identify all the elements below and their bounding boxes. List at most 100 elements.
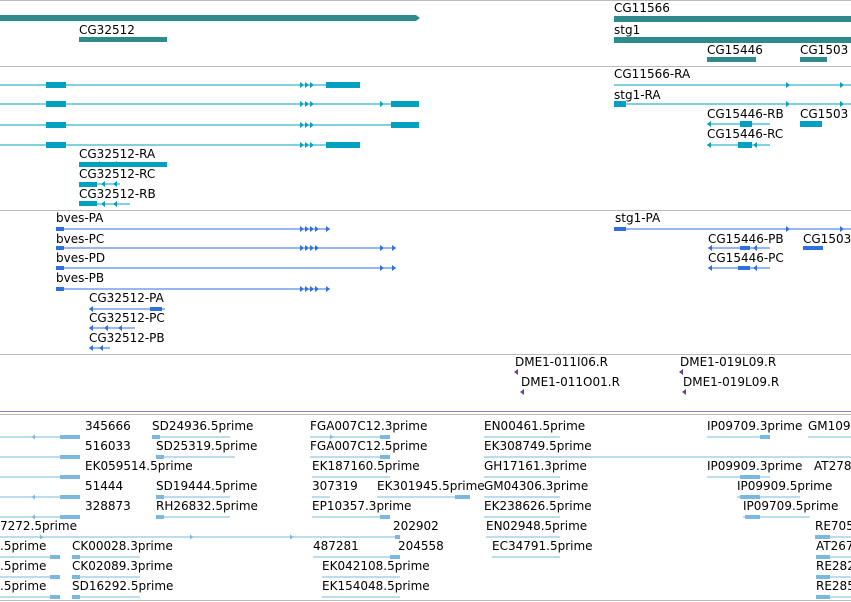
protein-label[interactable]: bves-PA xyxy=(56,211,104,225)
strand-arrow[interactable] xyxy=(753,245,757,251)
est-label[interactable]: EK059514.5prime xyxy=(85,459,193,473)
transcript-label[interactable]: CG15446-RC xyxy=(707,127,784,141)
est-label[interactable]: 7272.5prime xyxy=(0,519,77,533)
strand-arrow[interactable] xyxy=(113,201,117,207)
strand-arrow[interactable] xyxy=(310,226,314,232)
est-label[interactable]: GM109 xyxy=(808,419,851,433)
est-label[interactable]: 345666 xyxy=(85,419,131,433)
exon-block[interactable] xyxy=(760,435,770,439)
strand-arrow[interactable] xyxy=(300,245,304,251)
est-label[interactable]: 516033 xyxy=(85,439,131,453)
exon-block[interactable] xyxy=(46,142,66,148)
protein-label[interactable]: CG32512-PC xyxy=(89,311,165,325)
protein-label[interactable]: CG15446-PC xyxy=(708,251,784,265)
est-label[interactable]: FGA007C12.3prime xyxy=(310,419,428,433)
exon-block[interactable] xyxy=(72,595,80,599)
strand-arrow[interactable] xyxy=(89,345,93,351)
protein-label[interactable]: bves-PD xyxy=(56,251,106,265)
strand-arrow[interactable] xyxy=(514,369,518,375)
exon-block[interactable] xyxy=(56,246,64,250)
strand-arrow[interactable] xyxy=(300,82,304,88)
gene-label[interactable]: CG15446 xyxy=(707,43,763,57)
exon-block[interactable] xyxy=(50,595,60,599)
exon-block[interactable] xyxy=(816,595,830,599)
exon-block[interactable] xyxy=(614,37,851,43)
exon-block[interactable] xyxy=(738,142,752,148)
strand-arrow[interactable] xyxy=(310,245,314,251)
exon-block[interactable] xyxy=(614,227,626,231)
strand-arrow[interactable] xyxy=(99,345,103,351)
strand-arrow[interactable] xyxy=(707,142,711,148)
strand-arrow[interactable] xyxy=(315,286,319,292)
strand-arrow[interactable] xyxy=(326,226,330,232)
transcript-label[interactable]: CG32512-RA xyxy=(79,147,156,161)
exon-block[interactable] xyxy=(815,535,830,539)
strand-arrow[interactable] xyxy=(392,245,396,251)
exon-block[interactable] xyxy=(740,475,760,479)
est-label[interactable]: EP10357.3prime xyxy=(312,499,412,513)
exon-block[interactable] xyxy=(738,266,750,270)
est-label[interactable]: IP09709.5prime xyxy=(743,499,839,513)
est-label[interactable]: IP09709.3prime xyxy=(707,419,803,433)
exon-block[interactable] xyxy=(391,101,419,107)
strand-arrow[interactable] xyxy=(708,245,712,251)
exon-block[interactable] xyxy=(60,475,80,479)
strand-arrow[interactable] xyxy=(31,514,36,520)
exon-block[interactable] xyxy=(150,307,162,311)
feature-arrow[interactable] xyxy=(0,15,420,21)
strand-arrow[interactable] xyxy=(31,434,36,440)
est-label[interactable]: RE285 xyxy=(816,579,851,593)
strand-arrow[interactable] xyxy=(300,142,304,148)
transcript-label[interactable]: CG32512-RB xyxy=(79,187,156,201)
strand-arrow[interactable] xyxy=(290,534,294,540)
strand-arrow[interactable] xyxy=(305,245,309,251)
est-label[interactable]: .5prime xyxy=(0,539,47,553)
est-label[interactable]: EK301945.5prime xyxy=(377,479,485,493)
strand-arrow[interactable] xyxy=(305,142,309,148)
exon-block[interactable] xyxy=(380,455,390,459)
exon-block[interactable] xyxy=(60,495,80,499)
strand-arrow[interactable] xyxy=(300,122,304,128)
strand-arrow[interactable] xyxy=(305,82,309,88)
strand-arrow[interactable] xyxy=(300,101,304,107)
strand-arrow[interactable] xyxy=(392,265,396,271)
exon-block[interactable] xyxy=(60,515,80,519)
exon-block[interactable] xyxy=(60,455,80,459)
strand-arrow[interactable] xyxy=(679,369,683,375)
est-label[interactable]: 51444 xyxy=(85,479,124,493)
strand-arrow[interactable] xyxy=(310,122,314,128)
strand-arrow[interactable] xyxy=(310,101,314,107)
strand-arrow[interactable] xyxy=(101,181,105,187)
strand-arrow[interactable] xyxy=(520,389,524,395)
est-label[interactable]: 487281 xyxy=(313,539,359,553)
probe-label[interactable]: DME1-019L09.R xyxy=(680,355,777,369)
est-label[interactable]: 204558 xyxy=(398,539,444,553)
strand-arrow[interactable] xyxy=(113,181,117,187)
exon-block[interactable] xyxy=(79,162,167,167)
exon-block[interactable] xyxy=(56,266,64,270)
strand-arrow[interactable] xyxy=(786,82,790,88)
strand-arrow[interactable] xyxy=(118,325,122,331)
exon-block[interactable] xyxy=(395,535,400,539)
exon-block[interactable] xyxy=(326,82,360,88)
probe-label[interactable]: DME1-011O01.R xyxy=(521,375,620,389)
transcript-label[interactable]: CG15446-RB xyxy=(707,107,784,121)
strand-arrow[interactable] xyxy=(305,226,309,232)
exon-block[interactable] xyxy=(326,142,360,148)
probe-label[interactable]: DME1-011I06.R xyxy=(515,355,609,369)
strand-arrow[interactable] xyxy=(708,265,712,271)
protein-label[interactable]: CG32512-PA xyxy=(89,291,164,305)
exon-block[interactable] xyxy=(56,227,64,231)
transcript-label[interactable]: CG11566-RA xyxy=(614,67,691,81)
protein-label[interactable]: CG32512-PB xyxy=(89,331,165,345)
strand-arrow[interactable] xyxy=(753,265,757,271)
est-label[interactable]: IP09909.3prime xyxy=(707,459,803,473)
exon-block[interactable] xyxy=(79,201,97,206)
transcript-label[interactable]: CG1503 xyxy=(800,107,849,121)
est-label[interactable]: RE705 xyxy=(815,519,851,533)
exon-block[interactable] xyxy=(380,515,390,519)
transcript-label[interactable]: stg1-RA xyxy=(614,88,661,102)
est-label[interactable]: SD16292.5prime xyxy=(72,579,174,593)
est-label[interactable]: EK154048.5prime xyxy=(322,579,430,593)
est-label[interactable]: 307319 xyxy=(312,479,358,493)
